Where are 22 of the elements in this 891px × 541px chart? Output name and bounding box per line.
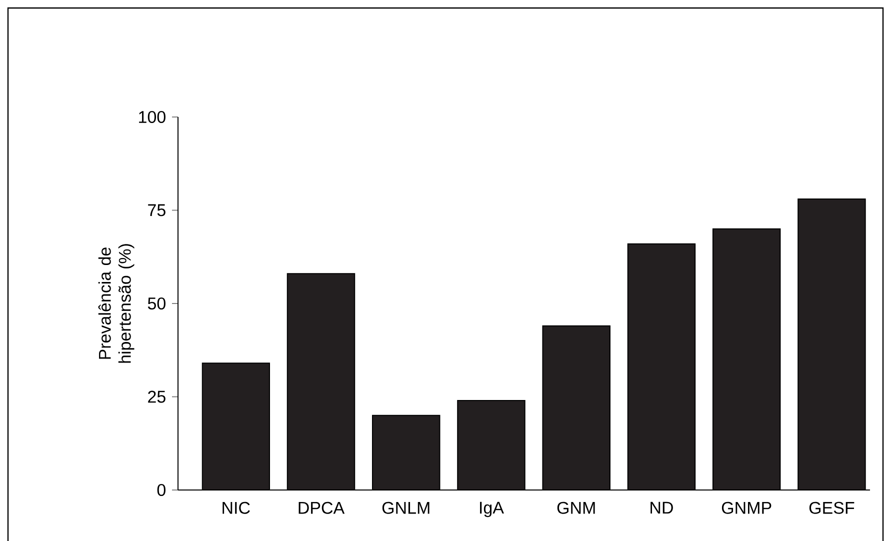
- bar: [798, 198, 866, 490]
- y-tick-label: 0: [157, 484, 166, 496]
- x-tick-label: IgA: [480, 502, 504, 518]
- x-tick-label: GNMP: [722, 502, 772, 514]
- y-tick-label: 25: [148, 390, 166, 403]
- bar: [372, 415, 440, 490]
- y-tick-label: 100: [139, 110, 166, 124]
- x-tick-label: DPCA: [298, 502, 345, 514]
- bar: [458, 400, 525, 490]
- x-tick-label: GNLM: [382, 502, 430, 514]
- x-tick-label: NIC: [222, 502, 250, 514]
- y-tick-label: 75: [148, 204, 166, 216]
- y-axis-title: Prevalência de hipertensão (%): [98, 244, 134, 363]
- x-tick-label: GESF: [809, 502, 854, 514]
- bar: [628, 244, 696, 490]
- bar: [287, 274, 355, 490]
- bar: [542, 326, 610, 490]
- bar: [712, 228, 780, 490]
- x-tick-label: GNM: [557, 502, 595, 514]
- x-tick-label: ND: [650, 502, 673, 514]
- bar: [202, 363, 270, 490]
- y-tick-label: 50: [148, 297, 166, 310]
